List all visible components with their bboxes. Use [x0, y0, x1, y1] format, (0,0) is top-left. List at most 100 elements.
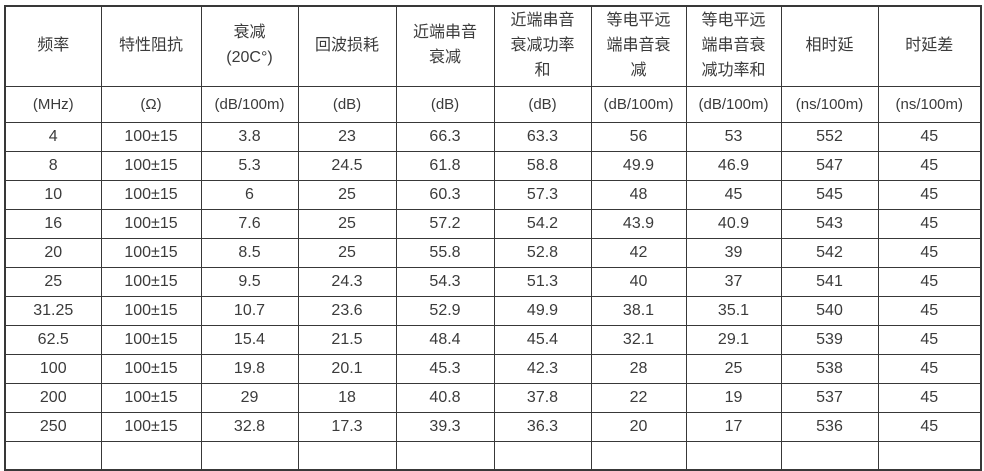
- col-header-7: 等电平远 端串音衰 减: [590, 5, 687, 87]
- cell: 54.2: [493, 208, 592, 239]
- col-header-10: 时延差: [877, 5, 982, 87]
- cell: 100±15: [100, 237, 202, 268]
- col-unit-3: (dB/100m): [200, 85, 299, 123]
- col-header-8: 等电平远 端串音衰 减功率和: [685, 5, 782, 87]
- col-header-2: 特性阻抗: [100, 5, 202, 87]
- cell: 56: [590, 121, 687, 152]
- table-row: 62.5 100±15 15.4 21.5 48.4 45.4 32.1 29.1 539 45: [4, 324, 982, 355]
- cell: [297, 440, 397, 471]
- cell: 250: [4, 411, 102, 442]
- cell: 7.6: [200, 208, 299, 239]
- cell: 9.5: [200, 266, 299, 297]
- cell: 63.3: [493, 121, 592, 152]
- page: { "table": { "description": "cable-trans…: [4, 5, 982, 471]
- cell: 49.9: [493, 295, 592, 326]
- cell: 100±15: [100, 411, 202, 442]
- col-header-9: 相时延: [780, 5, 879, 87]
- cell: 52.8: [493, 237, 592, 268]
- cell: 23.6: [297, 295, 397, 326]
- table-row: 250 100±15 32.8 17.3 39.3 36.3 20 17 536 45: [4, 411, 982, 442]
- table-body: 4 100±15 3.8 23 66.3 63.3 56 53 552 45 8 100±15 5.3 2…: [4, 121, 982, 471]
- cell: 20: [590, 411, 687, 442]
- cell: 35.1: [685, 295, 782, 326]
- cell: 20: [4, 237, 102, 268]
- cell: 100±15: [100, 266, 202, 297]
- cell: 100±15: [100, 295, 202, 326]
- cell: 17: [685, 411, 782, 442]
- header-title-row: 频率 特性阻抗 衰减 (20C°) 回波损耗 近端串音 衰减 近端串音 衰减功率 和等电平…: [4, 5, 982, 87]
- cell: 57.3: [493, 179, 592, 210]
- cell: 45: [877, 266, 982, 297]
- cell: 6: [200, 179, 299, 210]
- cell: 25: [297, 237, 397, 268]
- cell: 21.5: [297, 324, 397, 355]
- col-unit-4: (dB): [297, 85, 397, 123]
- cell: 60.3: [395, 179, 495, 210]
- cell: 61.8: [395, 150, 495, 181]
- cell: 100±15: [100, 121, 202, 152]
- cell: 45: [877, 179, 982, 210]
- cell: 42.3: [493, 353, 592, 384]
- cell: 100±15: [100, 179, 202, 210]
- col-unit-9: (ns/100m): [780, 85, 879, 123]
- cell: 45: [877, 353, 982, 384]
- cell: 37.8: [493, 382, 592, 413]
- cell: 40: [590, 266, 687, 297]
- cell: 23: [297, 121, 397, 152]
- cell: [780, 440, 879, 471]
- cell: 537: [780, 382, 879, 413]
- cell: 45.4: [493, 324, 592, 355]
- cell: 200: [4, 382, 102, 413]
- cell: 45: [877, 295, 982, 326]
- cell: [590, 440, 687, 471]
- cell: 45: [685, 179, 782, 210]
- cell: 100±15: [100, 353, 202, 384]
- cell: 16: [4, 208, 102, 239]
- cell: 55.8: [395, 237, 495, 268]
- cell: 24.5: [297, 150, 397, 181]
- table-row: 8 100±15 5.3 24.5 61.8 58.8 49.9 46.9 547 45: [4, 150, 982, 181]
- table-wrapper: 频率 特性阻抗 衰减 (20C°) 回波损耗 近端串音 衰减 近端串音 衰减功率 和等电平…: [4, 5, 982, 471]
- cell: 58.8: [493, 150, 592, 181]
- cell: 49.9: [590, 150, 687, 181]
- col-header-5: 近端串音 衰减: [395, 5, 495, 87]
- cell: 38.1: [590, 295, 687, 326]
- cell: 43.9: [590, 208, 687, 239]
- cell: 536: [780, 411, 879, 442]
- cell: 10: [4, 179, 102, 210]
- cell: 543: [780, 208, 879, 239]
- cell: 45: [877, 382, 982, 413]
- table-header: 频率 特性阻抗 衰减 (20C°) 回波损耗 近端串音 衰减 近端串音 衰减功率 和等电平…: [4, 5, 982, 123]
- cell: 28: [590, 353, 687, 384]
- cell: 45: [877, 208, 982, 239]
- col-unit-7: (dB/100m): [590, 85, 687, 123]
- cell: 51.3: [493, 266, 592, 297]
- cell: 10.7: [200, 295, 299, 326]
- col-header-6: 近端串音 衰减功率 和: [493, 5, 592, 87]
- cell: 541: [780, 266, 879, 297]
- cell: 20.1: [297, 353, 397, 384]
- cell: 17.3: [297, 411, 397, 442]
- cell: 39.3: [395, 411, 495, 442]
- cell: 25: [4, 266, 102, 297]
- cell: [493, 440, 592, 471]
- cell: 25: [685, 353, 782, 384]
- cell: 40.9: [685, 208, 782, 239]
- cell: 4: [4, 121, 102, 152]
- cell: 22: [590, 382, 687, 413]
- col-header-4: 回波损耗: [297, 5, 397, 87]
- cell: 45: [877, 237, 982, 268]
- col-unit-8: (dB/100m): [685, 85, 782, 123]
- cell: 36.3: [493, 411, 592, 442]
- table-row: 16 100±15 7.6 25 57.2 54.2 43.9 40.9 543 45: [4, 208, 982, 239]
- table-row: 200 100±15 29 18 40.8 37.8 22 19 537 45: [4, 382, 982, 413]
- cell: 100±15: [100, 382, 202, 413]
- cell: 542: [780, 237, 879, 268]
- cell: 29: [200, 382, 299, 413]
- cell: [395, 440, 495, 471]
- cell: 39: [685, 237, 782, 268]
- cell: 57.2: [395, 208, 495, 239]
- cell: 8.5: [200, 237, 299, 268]
- cell: 37: [685, 266, 782, 297]
- cell: 45.3: [395, 353, 495, 384]
